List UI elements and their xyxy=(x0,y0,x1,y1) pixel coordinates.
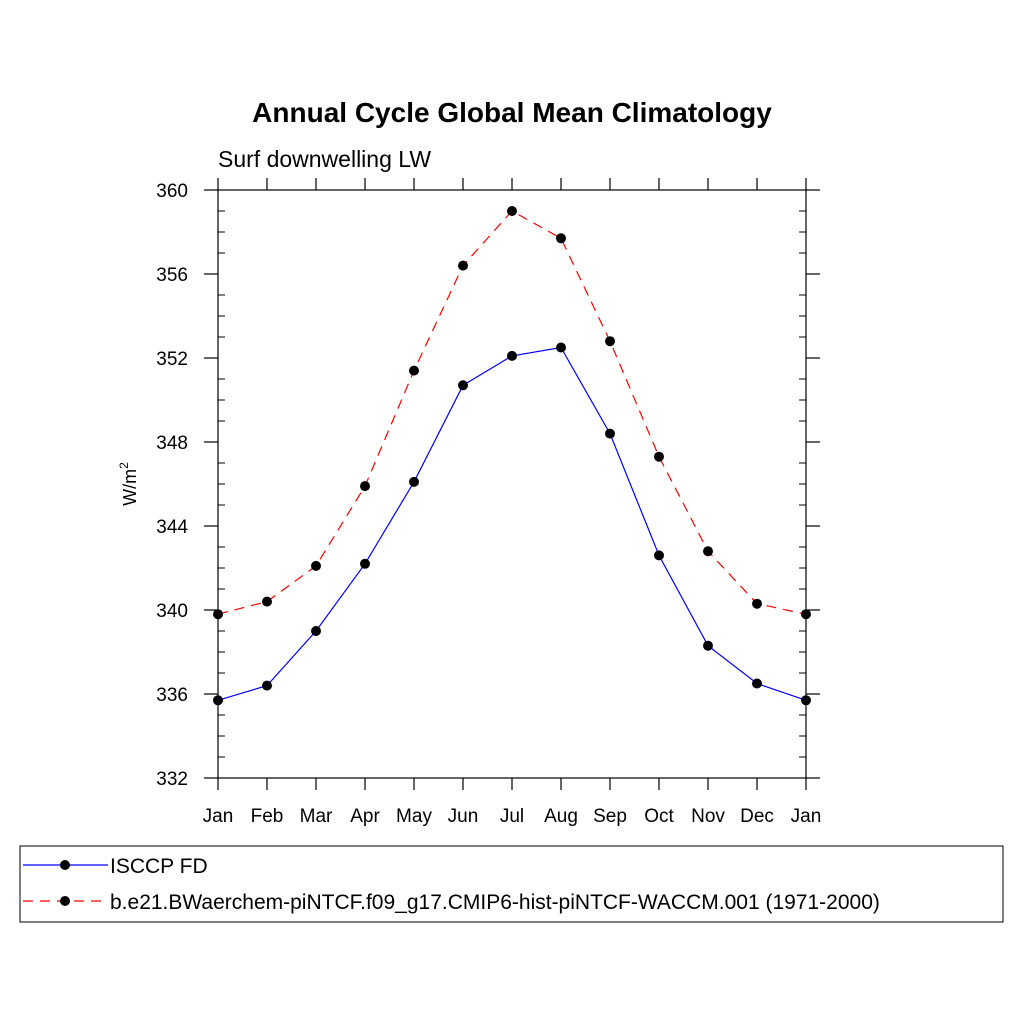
legend-marker xyxy=(60,896,70,906)
data-point xyxy=(703,546,713,557)
y-axis-ticks: 332 336 340 344 348 352 356 360 xyxy=(156,181,820,790)
data-point xyxy=(801,695,811,706)
x-tick-label: Jun xyxy=(448,806,479,827)
y-tick-label: 332 xyxy=(156,769,188,790)
plot-frame xyxy=(217,189,807,779)
data-point xyxy=(703,640,713,651)
data-point xyxy=(360,481,370,492)
x-tick-label: Jan xyxy=(791,806,822,827)
x-tick-label: Jan xyxy=(203,806,234,827)
data-point xyxy=(458,260,468,271)
x-tick-label: May xyxy=(396,806,432,827)
data-point xyxy=(360,558,370,569)
chart-title: Annual Cycle Global Mean Climatology xyxy=(252,97,772,128)
x-tick-label: Aug xyxy=(544,806,578,827)
y-axis-label-superscript: 2 xyxy=(117,462,131,469)
y-axis-label-text: W/m xyxy=(120,469,140,506)
data-point xyxy=(507,350,517,361)
series-line xyxy=(217,210,807,615)
x-tick-label: Sep xyxy=(593,806,627,827)
data-point xyxy=(605,336,615,347)
data-point xyxy=(801,609,811,620)
series-1 xyxy=(213,342,811,706)
chart-subtitle: Surf downwelling LW xyxy=(218,146,431,172)
y-tick-label: 352 xyxy=(156,349,188,370)
legend-item-1: ISCCP FD xyxy=(23,855,208,878)
data-point xyxy=(654,451,664,462)
legend-label: b.e21.BWaerchem-piNTCF.f09_g17.CMIP6-his… xyxy=(110,891,880,914)
data-point xyxy=(654,550,664,561)
data-point xyxy=(409,365,419,376)
data-point xyxy=(752,598,762,609)
data-point xyxy=(311,560,321,571)
data-point xyxy=(409,476,419,487)
data-point xyxy=(213,695,223,706)
y-tick-label: 340 xyxy=(156,601,188,622)
y-tick-label: 336 xyxy=(156,685,188,706)
legend-box xyxy=(19,845,1004,923)
x-axis-ticks: Jan Feb Mar Apr May Jun Jul Aug Sep Oct Nov Dec Jan xyxy=(203,178,822,827)
data-point xyxy=(458,380,468,391)
data-point xyxy=(605,428,615,439)
legend-item-2: b.e21.BWaerchem-piNTCF.f09_g17.CMIP6-his… xyxy=(23,891,880,914)
data-point xyxy=(213,609,223,620)
y-axis-label: W/m2 xyxy=(117,462,140,506)
x-tick-label: Oct xyxy=(644,806,674,827)
series-line xyxy=(217,346,807,701)
data-point xyxy=(556,233,566,244)
series-2 xyxy=(213,206,811,620)
data-point xyxy=(752,678,762,689)
data-point xyxy=(507,206,517,216)
x-tick-label: Mar xyxy=(300,806,333,827)
series-layer xyxy=(213,206,811,706)
data-point xyxy=(311,626,321,636)
y-tick-label: 360 xyxy=(156,181,188,202)
legend-marker xyxy=(60,860,70,870)
x-tick-label: Apr xyxy=(350,806,380,827)
y-tick-label: 348 xyxy=(156,433,188,454)
x-tick-label: Nov xyxy=(691,806,725,827)
legend: ISCCP FD b.e21.BWaerchem-piNTCF.f09_g17.C… xyxy=(23,855,880,914)
data-point xyxy=(556,342,566,353)
legend-label: ISCCP FD xyxy=(110,855,208,878)
y-tick-label: 356 xyxy=(156,265,188,286)
data-point xyxy=(262,596,272,607)
x-tick-label: Jul xyxy=(500,806,524,827)
x-tick-label: Feb xyxy=(251,806,284,827)
data-point xyxy=(262,680,272,691)
plot-axes xyxy=(217,189,807,779)
y-tick-label: 344 xyxy=(156,517,188,538)
x-tick-label: Dec xyxy=(740,806,774,827)
